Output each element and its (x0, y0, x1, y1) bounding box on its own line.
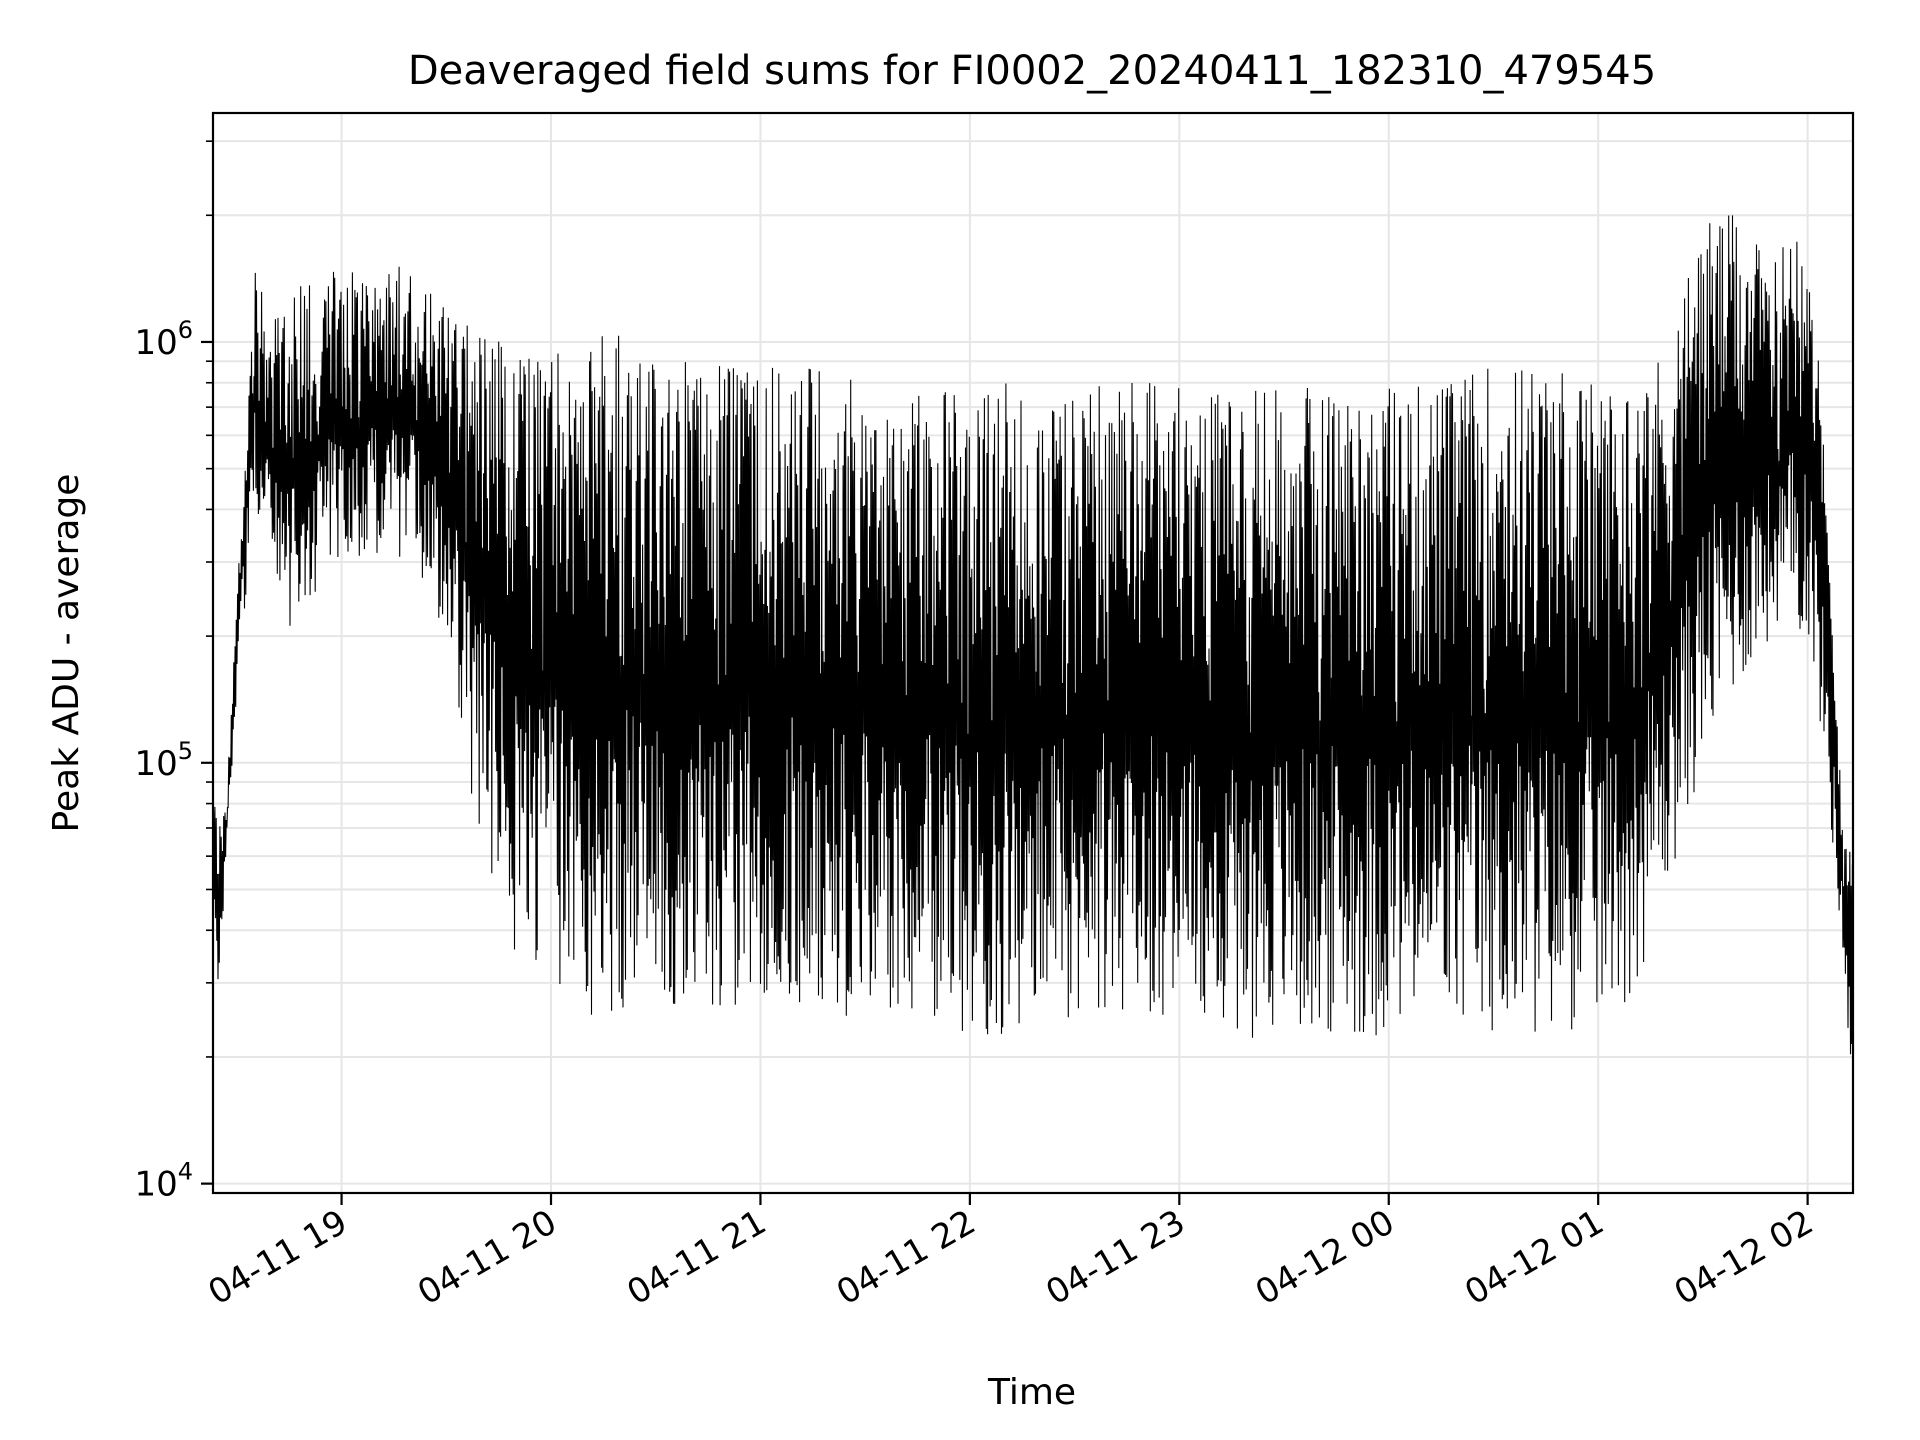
y-tick-label-base: 10 (134, 323, 177, 363)
series-line-group (213, 215, 1853, 1055)
chart-title: Deaveraged field sums for FI0002_2024041… (408, 48, 1656, 94)
x-axis-label: Time (987, 1372, 1076, 1413)
y-tick-label: 104 (134, 1158, 193, 1205)
y-axis-label: Peak ADU - average (46, 474, 87, 833)
series-line (213, 215, 1853, 1055)
y-tick-label-exponent: 6 (178, 316, 193, 344)
y-tick-label: 106 (134, 316, 193, 363)
y-tick-label: 105 (134, 737, 193, 784)
y-tick-label-exponent: 5 (178, 737, 193, 765)
y-tick-label-base: 10 (134, 744, 177, 784)
y-tick-label-base: 10 (134, 1165, 177, 1205)
plot-frame (211, 111, 1855, 1195)
y-tick-label-exponent: 4 (178, 1158, 193, 1186)
